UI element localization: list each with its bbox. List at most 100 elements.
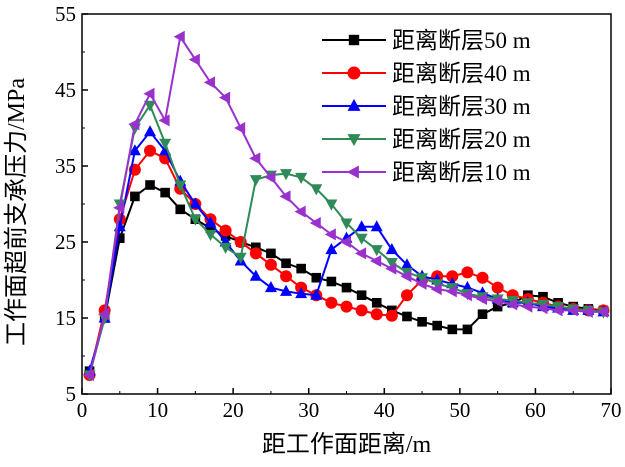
data-point	[340, 218, 353, 230]
data-point	[370, 220, 383, 232]
y-tick-label: 15	[55, 306, 76, 330]
data-point	[356, 290, 367, 300]
data-point	[432, 320, 442, 331]
data-point	[249, 175, 262, 187]
data-point	[188, 53, 200, 66]
data-point	[355, 233, 368, 245]
data-point	[264, 171, 276, 184]
data-point	[347, 134, 361, 147]
y-axis-title: 工作面超前支承压力/MPa	[3, 78, 30, 346]
data-point	[340, 300, 353, 313]
data-point	[234, 252, 247, 264]
data-point	[415, 277, 427, 290]
series-line	[88, 34, 604, 376]
data-point	[113, 201, 125, 214]
data-point	[175, 204, 186, 215]
data-point	[128, 144, 141, 156]
data-point	[339, 236, 351, 248]
data-point	[203, 76, 215, 89]
data-point	[445, 285, 457, 298]
data-point	[128, 118, 140, 131]
data-point	[249, 152, 261, 165]
series-5	[82, 30, 608, 381]
data-point	[325, 243, 338, 255]
data-point	[311, 272, 322, 283]
y-tick-label: 35	[55, 154, 76, 178]
data-point	[370, 255, 382, 267]
data-point	[249, 269, 262, 281]
plot-series	[82, 30, 610, 382]
data-point	[130, 191, 140, 202]
data-point	[294, 205, 306, 218]
data-point	[400, 258, 413, 270]
data-point	[309, 217, 321, 229]
data-point	[82, 369, 95, 381]
data-point	[431, 279, 444, 291]
legend-item: 距离断层50 m	[322, 28, 531, 53]
data-point	[521, 300, 533, 313]
data-point	[446, 270, 459, 283]
data-point	[279, 190, 291, 203]
data-point	[491, 295, 503, 308]
x-tick-label: 50	[449, 398, 470, 422]
data-point	[370, 245, 383, 257]
y-tick-label: 45	[55, 78, 76, 102]
data-point	[476, 271, 489, 284]
data-point	[249, 247, 262, 260]
data-point	[460, 289, 472, 302]
data-point	[491, 281, 504, 294]
y-tick-label: 25	[55, 230, 76, 254]
legend-label: 距离断层20 m	[392, 127, 531, 152]
x-tick-label: 20	[223, 398, 244, 422]
data-point	[416, 273, 429, 285]
data-point	[385, 243, 398, 255]
data-point	[144, 144, 157, 157]
data-point	[355, 220, 368, 232]
data-point	[461, 266, 474, 279]
data-point	[355, 247, 367, 260]
data-point	[385, 309, 398, 322]
data-point	[219, 224, 232, 237]
legend-item: 距离断层30 m	[322, 94, 531, 119]
legend-label: 距离断层10 m	[392, 160, 531, 185]
data-point	[596, 305, 608, 318]
data-point	[326, 276, 337, 287]
data-point	[385, 262, 397, 275]
plot-frame	[81, 13, 612, 395]
data-point	[296, 263, 306, 274]
data-point	[417, 317, 427, 327]
data-point	[402, 311, 412, 322]
data-point	[324, 228, 336, 241]
data-point	[174, 180, 187, 192]
data-point	[264, 281, 277, 293]
data-point	[205, 223, 216, 234]
data-point	[538, 291, 548, 302]
legend-label: 距离断层40 m	[392, 61, 531, 86]
data-point	[143, 87, 155, 100]
y-axis-ticks: 5 15 25 35 45 55	[55, 2, 88, 406]
data-point	[477, 309, 488, 319]
legend-item: 距离断层10 m	[322, 160, 531, 185]
data-point	[280, 270, 293, 283]
series-line	[88, 183, 604, 372]
data-point	[536, 302, 548, 315]
y-tick-label: 5	[66, 382, 77, 406]
data-point	[145, 180, 155, 190]
legend-label: 距离断层30 m	[392, 94, 531, 119]
data-point	[281, 258, 291, 269]
data-point	[551, 304, 563, 317]
x-tick-label: 70	[601, 398, 622, 422]
data-point	[371, 298, 382, 308]
data-point	[475, 293, 488, 305]
data-point	[280, 169, 293, 181]
data-point	[310, 288, 323, 300]
data-point	[251, 242, 261, 253]
data-point	[144, 125, 157, 137]
x-tick-label: 10	[147, 398, 168, 422]
data-point	[566, 304, 578, 317]
legend: 距离断层50 m 距离断层40 m 距离断层30 m 距离断层20 m 距离断层10 m	[322, 28, 531, 185]
data-point	[355, 304, 368, 317]
data-point	[492, 301, 503, 312]
data-point	[295, 287, 308, 299]
x-tick-label: 0	[77, 398, 88, 422]
